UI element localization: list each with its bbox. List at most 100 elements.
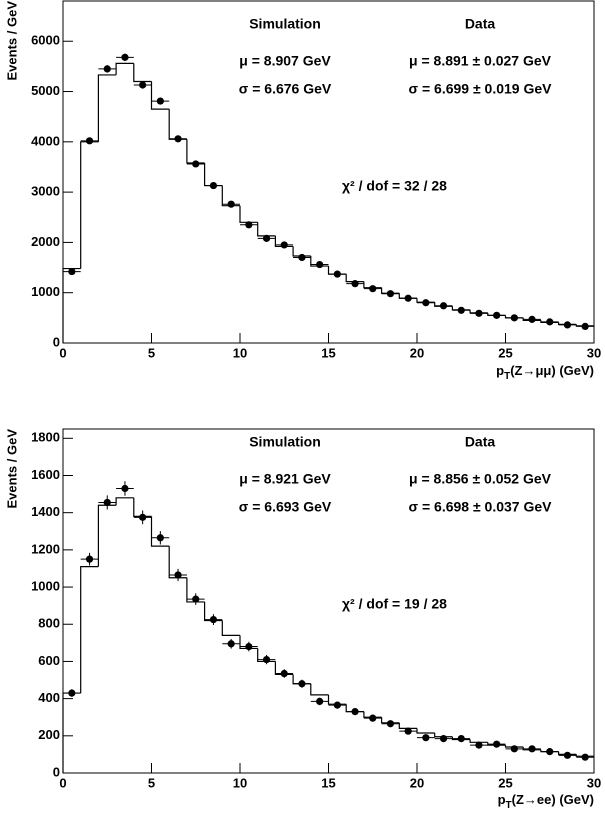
histogram-bin (62, 692, 81, 773)
data-point (581, 322, 589, 331)
data-point (404, 294, 412, 302)
data-point (298, 680, 306, 688)
stat-sigma: σ = 6.699 ± 0.019 GeV (409, 81, 553, 97)
data-point (493, 311, 501, 319)
x-tick-label: 30 (587, 775, 601, 790)
data-point (386, 720, 395, 728)
y-tick-label: 4000 (31, 133, 60, 148)
legend-header: Data (465, 434, 496, 450)
data-point (245, 221, 253, 229)
y-tick-label: 1600 (31, 467, 60, 482)
data-point (510, 314, 518, 322)
stat-mean: μ = 8.907 GeV (239, 53, 331, 69)
data-point (493, 740, 501, 748)
data-point (174, 135, 182, 143)
data-point (546, 318, 554, 326)
histogram-bin (168, 109, 187, 140)
data-point (139, 81, 147, 89)
data-point (209, 181, 218, 190)
x-tick-label: 20 (410, 345, 424, 360)
y-tick-label: 3000 (31, 184, 60, 199)
data-point (546, 748, 554, 756)
data-point (227, 200, 235, 208)
histogram-bin (97, 504, 117, 567)
histogram-bin (80, 141, 99, 269)
data-point (262, 655, 271, 664)
x-tick-label: 5 (148, 775, 155, 790)
histogram-bin (97, 74, 117, 142)
stat-mean: μ = 8.856 ± 0.052 GeV (409, 471, 552, 487)
x-tick-label: 30 (587, 345, 601, 360)
data-point (227, 640, 235, 648)
data-point (457, 306, 465, 314)
x-tick-label: 0 (59, 345, 66, 360)
legend-header: Simulation (249, 434, 321, 450)
x-label-rest: (Z→ee) (GeV) (512, 792, 594, 807)
data-point (156, 534, 164, 542)
data-point (156, 97, 164, 105)
x-tick-label: 15 (321, 345, 335, 360)
x-tick-label: 20 (410, 775, 424, 790)
data-point (528, 745, 536, 753)
histogram-bin (398, 722, 417, 729)
data-point (475, 741, 483, 749)
data-point (510, 745, 518, 753)
data-point (439, 302, 448, 310)
y-tick-label: 1000 (31, 284, 60, 299)
data-point (333, 270, 341, 278)
y-tick-label: 600 (38, 653, 60, 668)
x-tick-label: 10 (233, 345, 247, 360)
histogram-bin (150, 516, 170, 547)
data-point (192, 595, 200, 603)
chi2-annotation: χ² / dof = 19 / 28 (342, 596, 447, 612)
y-tick-label: 1000 (31, 578, 60, 593)
stat-mean: μ = 8.891 ± 0.027 GeV (409, 53, 552, 69)
y-tick-label: 0 (53, 334, 60, 349)
y-tick-label: 1800 (31, 430, 60, 445)
y-axis-label: Events / GeV (4, 429, 19, 509)
data-point (121, 484, 129, 493)
data-point (245, 642, 253, 651)
data-point (121, 53, 129, 61)
data-point (280, 241, 288, 249)
data-point (316, 697, 324, 706)
stat-sigma: σ = 6.693 GeV (239, 499, 332, 515)
y-tick-label: 200 (38, 727, 60, 742)
histogram-bin (221, 620, 240, 636)
data-point (422, 299, 430, 307)
histogram-bin (115, 497, 134, 506)
histogram-bin (186, 577, 205, 603)
data-point (563, 321, 572, 329)
y-tick-label: 5000 (31, 83, 60, 98)
data-point (262, 234, 271, 242)
y-tick-label: 800 (38, 616, 60, 631)
x-label-rest: (Z→μμ) (GeV) (510, 363, 594, 378)
data-point (422, 734, 430, 742)
histogram-bin (62, 267, 81, 343)
histogram-bin (80, 566, 99, 694)
data-point (316, 260, 324, 269)
x-tick-label: 25 (498, 775, 512, 790)
histogram-bin (133, 63, 152, 83)
histogram-bin (186, 139, 205, 164)
x-tick-label: 10 (233, 775, 247, 790)
data-point (209, 615, 218, 624)
y-tick-label: 2000 (31, 234, 60, 249)
data-point (192, 160, 200, 168)
histogram-bin (310, 683, 329, 696)
data-point (174, 571, 182, 579)
stat-mean: μ = 8.921 GeV (239, 471, 331, 487)
x-label-sub: T (504, 371, 510, 382)
legend-header: Data (465, 16, 496, 32)
x-axis-label: pT(Z→ee) (GeV) (498, 792, 594, 810)
data-point (298, 253, 306, 262)
stat-sigma: σ = 6.676 GeV (239, 81, 332, 97)
x-tick-label: 25 (498, 345, 512, 360)
y-tick-label: 6000 (31, 33, 60, 48)
x-label-sub: T (506, 800, 512, 811)
histogram-bin (257, 222, 276, 237)
data-point (139, 513, 147, 521)
histogram-bin (168, 546, 187, 579)
data-point (369, 714, 377, 722)
